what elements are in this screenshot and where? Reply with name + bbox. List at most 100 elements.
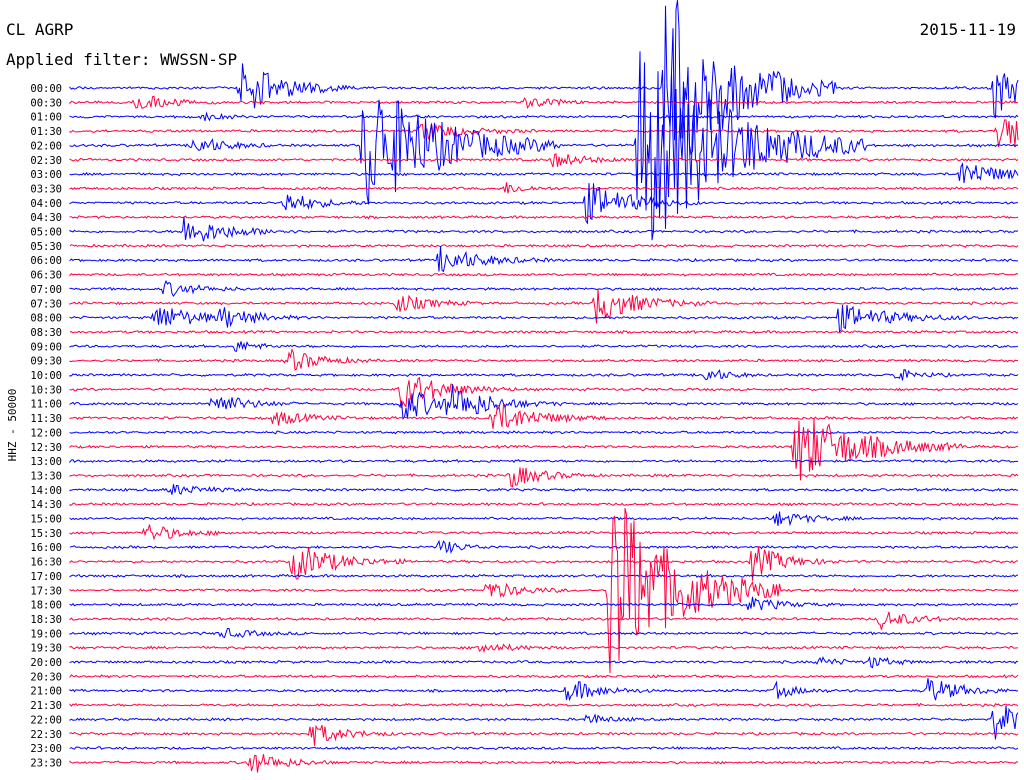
row-time-label: 07:30 xyxy=(30,298,62,310)
trace-2330 xyxy=(69,754,1019,773)
trace-1200 xyxy=(69,430,1019,435)
trace-0230 xyxy=(69,152,1019,168)
row-time-label: 19:30 xyxy=(30,643,62,655)
trace-1000 xyxy=(69,368,1019,381)
row-time-label: 01:30 xyxy=(30,126,62,138)
row-time-label: 16:30 xyxy=(30,557,62,569)
row-time-label: 08:00 xyxy=(30,313,62,325)
row-time-label: 00:30 xyxy=(30,97,62,109)
trace-2130 xyxy=(69,702,1019,708)
row-time-label: 16:00 xyxy=(30,542,62,554)
row-time-label: 23:30 xyxy=(30,757,62,769)
trace-0200 xyxy=(69,51,1018,241)
trace-0830 xyxy=(69,329,1019,335)
row-time-label: 15:30 xyxy=(30,528,62,540)
trace-2030 xyxy=(69,674,1019,679)
row-time-label: 18:30 xyxy=(30,614,62,626)
trace-1830 xyxy=(69,611,1019,630)
row-time-label: 17:30 xyxy=(30,585,62,597)
row-time-label: 05:00 xyxy=(30,227,62,239)
trace-1430 xyxy=(69,501,1018,507)
trace-0300 xyxy=(69,162,1019,184)
row-time-label: 03:00 xyxy=(30,169,62,181)
row-time-label: 20:00 xyxy=(30,657,62,669)
trace-layer xyxy=(69,0,1019,773)
row-time-label: 02:30 xyxy=(30,155,62,167)
trace-1030 xyxy=(69,376,1019,409)
trace-1400 xyxy=(69,484,1019,495)
row-time-label: 08:30 xyxy=(30,327,62,339)
trace-1130 xyxy=(69,404,1019,429)
date-label: 2015-11-19 xyxy=(919,20,1016,39)
row-time-label: 02:00 xyxy=(30,140,62,152)
trace-1300 xyxy=(69,458,1018,464)
row-time-label: 23:00 xyxy=(30,743,62,755)
trace-0530 xyxy=(69,243,1019,248)
trace-0800 xyxy=(69,304,1019,333)
trace-1630 xyxy=(69,546,1019,581)
row-time-label: 12:30 xyxy=(30,442,62,454)
row-time-label: 18:00 xyxy=(30,600,62,612)
row-time-label: 21:00 xyxy=(30,686,62,698)
filter-label: Applied filter: WWSSN-SP xyxy=(6,50,238,69)
trace-1330 xyxy=(69,467,1019,488)
trace-0900 xyxy=(69,341,1019,352)
row-time-label: 11:30 xyxy=(30,413,62,425)
row-time-label: 05:30 xyxy=(30,241,62,253)
trace-0400 xyxy=(69,183,1019,225)
trace-0500 xyxy=(69,216,1019,242)
y-axis-label: HHZ - 50000 xyxy=(6,389,19,462)
row-time-label: 03:30 xyxy=(30,183,62,195)
trace-2230 xyxy=(69,724,1019,746)
trace-1900 xyxy=(69,628,1019,639)
row-time-label: 13:30 xyxy=(30,470,62,482)
row-time-label: 21:30 xyxy=(30,700,62,712)
trace-0630 xyxy=(69,272,1019,277)
row-time-label: 00:00 xyxy=(30,83,62,95)
row-time-label: 09:30 xyxy=(30,356,62,368)
trace-2000 xyxy=(69,656,1019,669)
row-time-label: 01:00 xyxy=(30,112,62,124)
trace-0930 xyxy=(69,347,1019,371)
row-time-label: 15:00 xyxy=(30,514,62,526)
trace-1930 xyxy=(69,643,1018,654)
row-time-label: 17:00 xyxy=(30,571,62,583)
row-time-label: 22:00 xyxy=(30,714,62,726)
trace-1530 xyxy=(69,524,1019,541)
row-time-label: 09:00 xyxy=(30,341,62,353)
trace-0130 xyxy=(69,119,1019,148)
trace-0100 xyxy=(69,111,1019,122)
trace-1730 xyxy=(69,507,1019,674)
trace-1600 xyxy=(69,539,1019,554)
trace-1100 xyxy=(69,384,1019,420)
trace-0000 xyxy=(69,0,1019,161)
trace-0030 xyxy=(69,95,1019,110)
row-label-layer: 00:00 00:30 01:00 01:30 02:00 02:30 03:00 03:30… xyxy=(30,83,62,769)
row-time-label: 10:00 xyxy=(30,370,62,382)
row-time-label: 06:00 xyxy=(30,255,62,267)
trace-2200 xyxy=(69,705,1019,740)
row-time-label: 13:00 xyxy=(30,456,62,468)
trace-1700 xyxy=(69,573,1019,579)
trace-0330 xyxy=(69,182,1019,194)
trace-2300 xyxy=(69,746,1019,751)
row-time-label: 10:30 xyxy=(30,384,62,396)
row-time-label: 14:30 xyxy=(30,499,62,511)
trace-0730 xyxy=(69,289,1019,324)
trace-1800 xyxy=(69,596,1019,611)
station-title: CL AGRP xyxy=(6,20,74,39)
trace-0600 xyxy=(69,245,1019,273)
row-time-label: 07:00 xyxy=(30,284,62,296)
row-time-label: 11:00 xyxy=(30,399,62,411)
trace-1500 xyxy=(69,511,1019,527)
row-time-label: 12:00 xyxy=(30,427,62,439)
row-time-label: 06:30 xyxy=(30,270,62,282)
trace-1230 xyxy=(69,417,1019,481)
row-time-label: 14:00 xyxy=(30,485,62,497)
trace-2100 xyxy=(69,678,1019,702)
row-time-label: 04:00 xyxy=(30,198,62,210)
row-time-label: 04:30 xyxy=(30,212,62,224)
row-time-label: 22:30 xyxy=(30,729,62,741)
trace-0700 xyxy=(69,279,1019,298)
